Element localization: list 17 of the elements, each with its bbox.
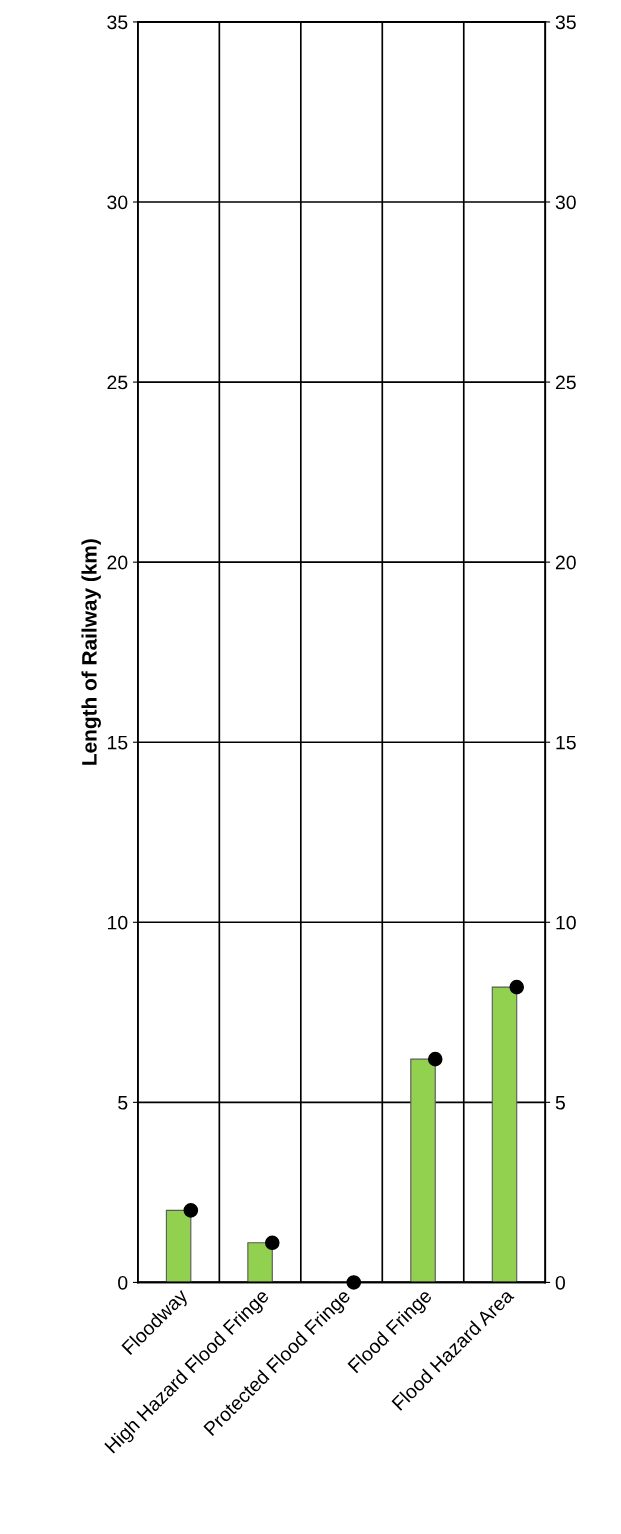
y2-tick-label: 25 (555, 375, 576, 390)
y-tick-label: 5 (118, 1096, 128, 1110)
y-tick-label: 25 (107, 375, 128, 390)
y-tick-label: 35 (107, 15, 128, 30)
y2-tick-label: 20 (555, 555, 576, 570)
y2-tick-label: 10 (556, 915, 576, 930)
y-tick-label: 20 (107, 555, 128, 570)
y-tick-label: 0 (118, 1275, 128, 1290)
y-axis-title: Length of Railway (km) (81, 539, 101, 765)
y-tick-label: 15 (108, 735, 128, 750)
y2-tick-label: 5 (555, 1096, 565, 1110)
y2-tick-label: 35 (555, 15, 576, 30)
y2-tick-label: 0 (555, 1275, 566, 1290)
y-tick-label: 30 (107, 195, 128, 210)
y-tick-label: 10 (108, 915, 128, 930)
y2-tick-label: 15 (556, 735, 576, 750)
y2-tick-label: 30 (555, 195, 576, 210)
